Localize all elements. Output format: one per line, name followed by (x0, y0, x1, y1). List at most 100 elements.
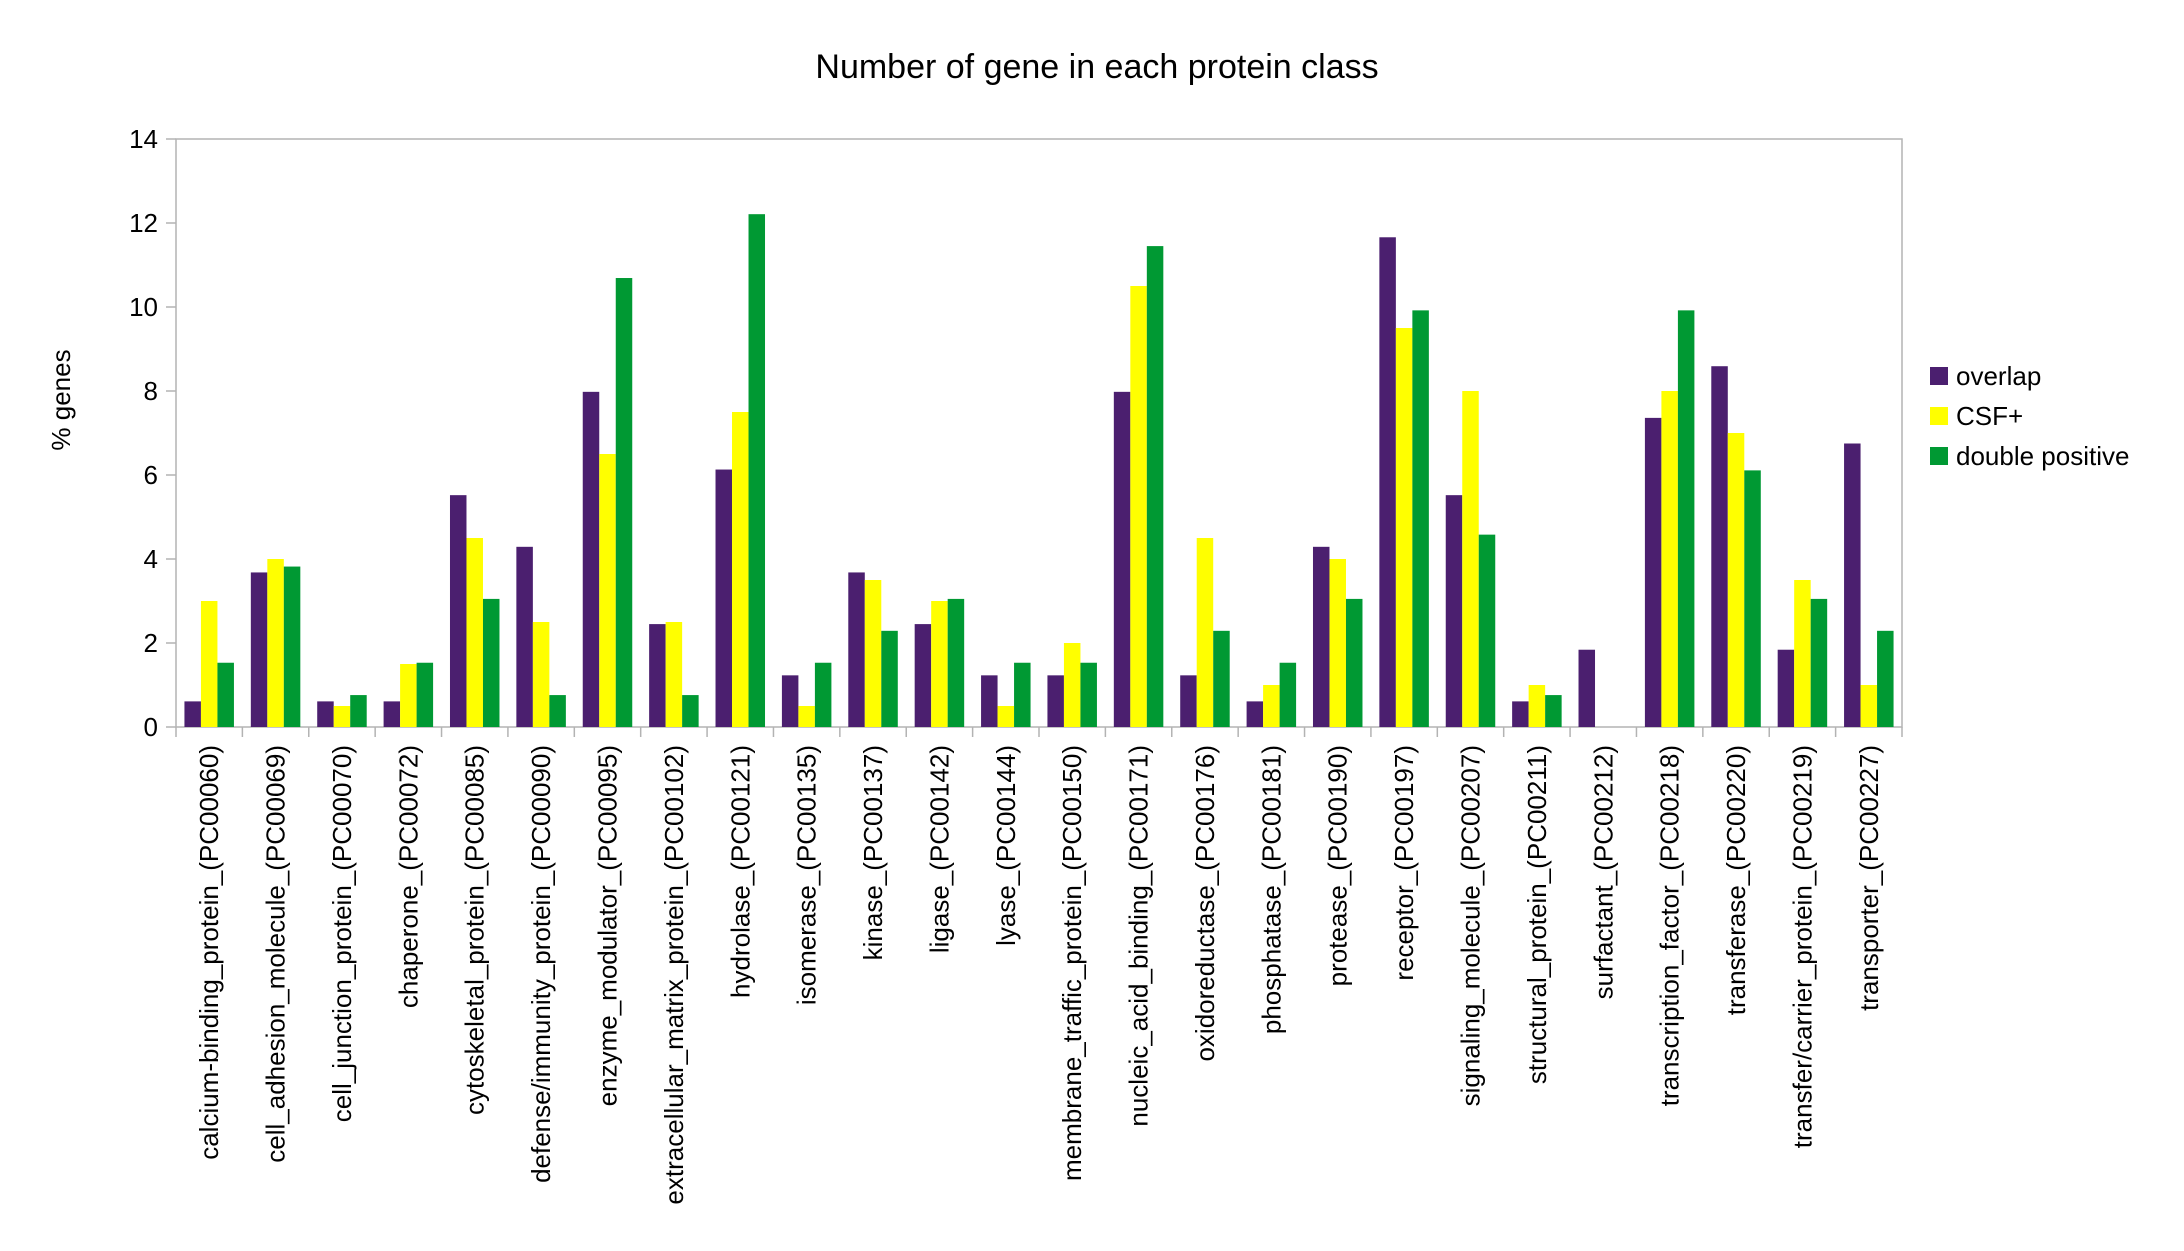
bar-double-positive (748, 214, 766, 727)
bar-overlap (981, 675, 998, 727)
bar-double-positive (1545, 695, 1562, 727)
x-tick-label: structural_protein_(PC00211) (1522, 745, 1552, 1084)
x-tick-label: membrane_traffic_protein_(PC00150) (1057, 745, 1087, 1181)
x-tick-label: transporter_(PC00227) (1854, 745, 1884, 1011)
bar-overlap (848, 572, 865, 727)
bar-double-positive (1213, 630, 1230, 727)
bar-double-positive (217, 662, 234, 727)
x-tick-label: transcription_factor_(PC00218) (1655, 745, 1685, 1106)
x-tick-label: signaling_molecule_(PC00207) (1456, 745, 1486, 1106)
chart-title: Number of gene in each protein class (815, 48, 1378, 86)
bar-overlap (1180, 675, 1197, 727)
bar-double-positive (549, 695, 566, 727)
bar-overlap (1445, 495, 1463, 727)
bar-overlap (1711, 366, 1728, 727)
y-axis-label: % genes (46, 349, 76, 450)
bar-csf- (931, 601, 948, 727)
legend-item-overlap: overlap (1930, 356, 2129, 396)
bar-overlap (1113, 391, 1131, 727)
x-tick-label: defense/immunity_protein_(PC00090) (526, 745, 556, 1183)
y-axis-ticks: 0 2 4 6 8 10 12 14 (129, 124, 176, 742)
bar-csf- (864, 580, 882, 727)
y-tick-label: 2 (144, 628, 158, 658)
x-tick-label: protease_(PC00190) (1323, 745, 1353, 986)
legend-item-csf: CSF+ (1930, 396, 2129, 436)
bar-double-positive (814, 662, 832, 727)
bar-double-positive (682, 695, 699, 727)
legend-label-double-positive: double positive (1956, 440, 2130, 471)
legend-swatch-csf (1930, 407, 1948, 425)
bar-overlap (649, 624, 666, 727)
x-tick-label: cell_junction_protein_(PC00070) (327, 745, 357, 1122)
x-tick-label: receptor_(PC00197) (1389, 745, 1419, 981)
x-tick-label: hydrolase_(PC00121) (725, 745, 755, 998)
bar-overlap (449, 495, 467, 727)
bar-csf- (400, 664, 417, 727)
legend: overlap CSF+ double positive (1930, 356, 2129, 476)
bar-csf- (1063, 643, 1081, 727)
bar-overlap (715, 469, 733, 727)
bar-csf- (1263, 685, 1280, 727)
bar-double-positive (1412, 310, 1429, 727)
bar-double-positive (482, 598, 500, 727)
bar-double-positive (1279, 662, 1297, 727)
x-tick-label: kinase_(PC00137) (858, 745, 888, 960)
bar-overlap (1578, 649, 1596, 727)
bar-double-positive (1146, 246, 1164, 727)
bar-csf- (1794, 580, 1811, 727)
bar-overlap (781, 675, 799, 727)
bar-csf- (732, 412, 749, 727)
bar-csf- (1462, 391, 1479, 727)
bar-csf- (200, 601, 218, 727)
bar-csf- (1661, 391, 1678, 727)
plot-area (175, 138, 1903, 728)
legend-label-csf: CSF+ (1956, 400, 2024, 431)
bar-csf- (599, 454, 616, 727)
x-tick-label: transferase_(PC00220) (1721, 745, 1751, 1015)
x-tick-label: extracellular_matrix_protein_(PC00102) (659, 745, 689, 1205)
bar-double-positive (615, 278, 633, 727)
x-tick-label: isomerase_(PC00135) (792, 745, 822, 1005)
bar-csf- (1395, 328, 1413, 727)
bar-csf- (1196, 538, 1214, 727)
y-tick-label: 10 (129, 292, 158, 322)
y-tick-label: 4 (144, 544, 158, 574)
y-tick-label: 0 (144, 712, 158, 742)
bar-double-positive (1345, 598, 1363, 727)
bar-csf- (1860, 685, 1878, 727)
bar-overlap (1246, 701, 1264, 727)
bar-csf- (798, 706, 815, 727)
bar-csf- (532, 622, 550, 727)
legend-swatch-overlap (1930, 367, 1948, 385)
bar-double-positive (1014, 662, 1031, 727)
bar-double-positive (416, 662, 434, 727)
bar-overlap (1379, 237, 1396, 727)
bar-overlap (250, 572, 268, 727)
bar-overlap (914, 624, 932, 727)
x-tick-label: ligase_(PC00142) (924, 745, 954, 953)
bar-overlap (516, 546, 533, 727)
x-tick-label: chaperone_(PC00072) (393, 745, 423, 1008)
x-tick-label: surfactant_(PC00212) (1588, 745, 1618, 999)
bar-double-positive (1744, 470, 1761, 727)
legend-label-overlap: overlap (1956, 360, 2042, 391)
bar-overlap (1844, 443, 1861, 727)
bar-double-positive (1877, 630, 1894, 727)
x-tick-label: calcium-binding_protein_(PC00060) (194, 745, 224, 1160)
legend-swatch-double-positive (1930, 447, 1948, 465)
bar-overlap (1312, 546, 1330, 727)
bar-double-positive (350, 695, 367, 727)
bar-double-positive (947, 598, 965, 727)
bar-overlap (582, 391, 600, 727)
x-tick-label: lyase_(PC00144) (991, 745, 1021, 946)
bar-double-positive (1478, 534, 1496, 727)
bar-overlap (1644, 417, 1662, 727)
bar-overlap (184, 701, 201, 727)
x-tick-label: phosphatase_(PC00181) (1256, 745, 1286, 1034)
bar-csf- (466, 538, 483, 727)
x-tick-label: enzyme_modulator_(PC00095) (593, 745, 623, 1106)
bar-csf- (997, 706, 1015, 727)
x-axis-tick-labels: calcium-binding_protein_(PC00060) cell_ad… (175, 727, 1903, 1205)
y-tick-label: 8 (144, 376, 158, 406)
bar-double-positive (881, 630, 898, 727)
